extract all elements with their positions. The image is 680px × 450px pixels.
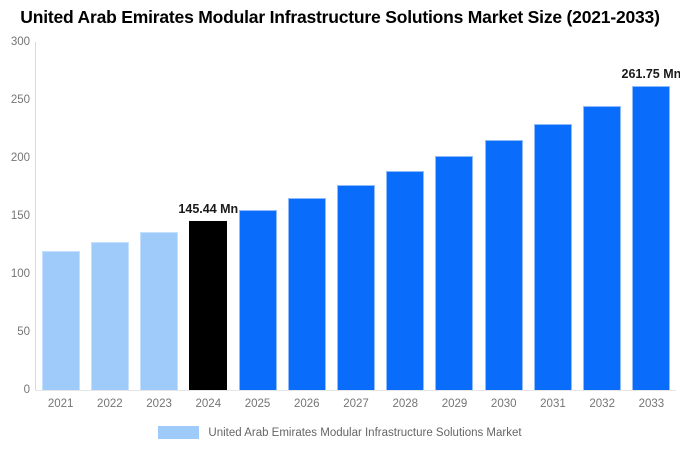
bar-2030: [484, 140, 523, 390]
y-tick-label: 50: [17, 326, 30, 338]
bar-2022: [90, 241, 129, 390]
y-tick-label: 250: [10, 94, 30, 106]
x-tick-label: 2022: [97, 398, 123, 410]
bar-column-2033: [627, 42, 676, 390]
x-axis-labels: 2021 2022 2023 2024 2025 2026 2027 2028 2029 2030…: [36, 398, 676, 410]
x-tick-label: 2030: [490, 398, 517, 410]
x-tick-label: 2021: [47, 398, 74, 410]
bars-area: 145.44 Mn 261.75 Mn: [36, 42, 680, 390]
bar-2033: [632, 86, 671, 390]
bar-2023: [140, 231, 179, 390]
bar-column-2031: [528, 42, 577, 390]
bar-2031: [533, 123, 572, 390]
bar-2021: [41, 251, 80, 390]
bar-2025: [238, 209, 277, 390]
legend-label: United Arab Emirates Modular Infrastruct…: [208, 426, 522, 439]
bar-2027: [337, 184, 376, 390]
x-axis-line: [35, 390, 676, 391]
bar-column-2021: [36, 42, 85, 390]
chart-title: United Arab Emirates Modular Infrastruct…: [20, 7, 660, 27]
x-tick-label: 2025: [244, 398, 271, 410]
x-tick-label: 2027: [343, 398, 369, 410]
x-tick-label: 2032: [589, 398, 615, 410]
x-tick-label: 2024: [195, 398, 222, 410]
y-tick-label: 200: [10, 152, 30, 164]
bar-2026: [287, 197, 326, 390]
y-tick-label: 150: [10, 210, 30, 222]
bar-column-2030: [479, 42, 528, 390]
bar-column-2025: [233, 42, 282, 390]
y-axis-line: [35, 42, 36, 390]
bar-2029: [435, 156, 474, 390]
bar-column-2029: [430, 42, 479, 390]
bar-column-2023: [134, 42, 183, 390]
bar-2024: [189, 221, 228, 390]
bar-2032: [583, 105, 622, 390]
bar-column-2022: [85, 42, 134, 390]
bar-column-2026: [282, 42, 331, 390]
bar-column-2024: [184, 42, 233, 390]
y-tick-label: 100: [10, 268, 30, 280]
y-tick-label: 0: [23, 384, 30, 396]
x-tick-label: 2033: [638, 398, 665, 410]
bar-value-label-2033: 261.75 Mn: [621, 67, 680, 82]
x-tick-label: 2028: [392, 398, 419, 410]
x-tick-label: 2029: [441, 398, 468, 410]
x-tick-label: 2026: [293, 398, 320, 410]
legend: United Arab Emirates Modular Infrastruct…: [0, 426, 680, 439]
legend-swatch-icon: [158, 426, 200, 439]
bar-column-2028: [381, 42, 430, 390]
x-tick-label: 2023: [146, 398, 172, 410]
bar-column-2027: [331, 42, 380, 390]
bar-column-2032: [578, 42, 627, 390]
bar-2028: [386, 170, 425, 390]
bar-value-label-2024: 145.44 Mn: [178, 202, 239, 217]
x-tick-label: 2031: [540, 398, 566, 410]
y-tick-label: 300: [10, 36, 30, 48]
